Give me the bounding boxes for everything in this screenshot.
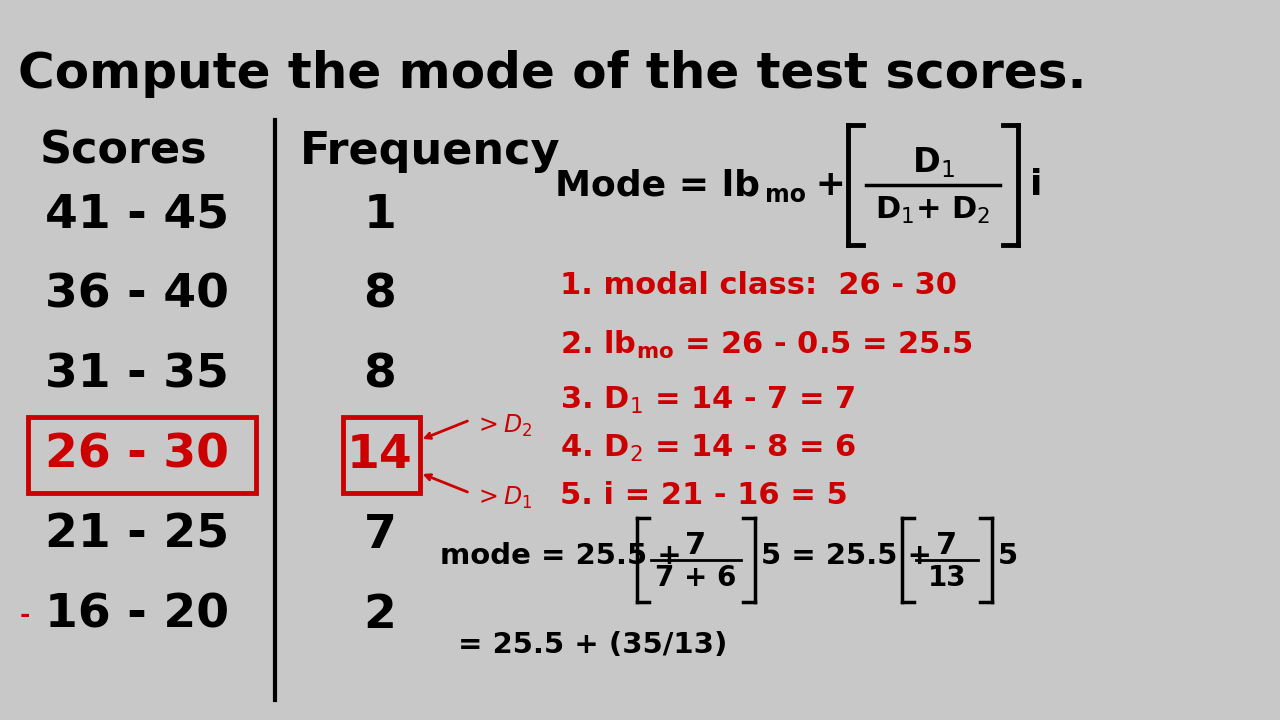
Text: 21 - 25: 21 - 25 [45, 513, 229, 557]
Text: Frequency: Frequency [300, 130, 561, 173]
Text: mode = 25.5 +: mode = 25.5 + [440, 542, 682, 570]
Text: 2. lb$_{\mathregular{mo}}$ = 26 - 0.5 = 25.5: 2. lb$_{\mathregular{mo}}$ = 26 - 0.5 = … [561, 329, 973, 361]
Text: 16 - 20: 16 - 20 [45, 593, 229, 637]
Text: 3. D$_1$ = 14 - 7 = 7: 3. D$_1$ = 14 - 7 = 7 [561, 384, 855, 415]
Text: -: - [20, 603, 31, 627]
Text: $> D_2$: $> D_2$ [474, 413, 532, 439]
Text: 26 - 30: 26 - 30 [45, 433, 229, 477]
Text: 8: 8 [364, 272, 397, 318]
Text: 36 - 40: 36 - 40 [45, 272, 229, 318]
Text: Scores: Scores [40, 130, 207, 173]
Text: 7 + 6: 7 + 6 [655, 564, 737, 592]
Text: 13: 13 [928, 564, 966, 592]
Text: 31 - 35: 31 - 35 [45, 353, 229, 397]
Text: 7: 7 [364, 513, 397, 557]
Text: 7: 7 [937, 531, 957, 560]
Bar [343, 417, 420, 493]
Text: 1: 1 [364, 192, 397, 238]
Text: 4. D$_2$ = 14 - 8 = 6: 4. D$_2$ = 14 - 8 = 6 [561, 433, 856, 464]
Text: = 25.5 + (35/13): = 25.5 + (35/13) [458, 631, 727, 659]
Text: 41 - 45: 41 - 45 [45, 192, 229, 238]
Text: 2: 2 [364, 593, 397, 637]
Text: 8: 8 [364, 353, 397, 397]
Text: Mode = lb: Mode = lb [556, 168, 760, 202]
Text: i: i [1030, 168, 1042, 202]
Text: 1. modal class:  26 - 30: 1. modal class: 26 - 30 [561, 271, 957, 300]
Text: 5 = 25.5 +: 5 = 25.5 + [762, 542, 932, 570]
Bar [28, 417, 256, 493]
Text: $> D_1$: $> D_1$ [474, 485, 532, 511]
Text: 5. i = 21 - 16 = 5: 5. i = 21 - 16 = 5 [561, 482, 847, 510]
Text: Compute the mode of the test scores.: Compute the mode of the test scores. [18, 50, 1087, 98]
Text: D$_1$: D$_1$ [911, 145, 955, 180]
Text: 7: 7 [685, 531, 707, 560]
Text: 14: 14 [347, 433, 413, 477]
Text: +: + [803, 168, 846, 202]
Text: 5: 5 [998, 542, 1018, 570]
Text: D$_1$+ D$_2$: D$_1$+ D$_2$ [876, 194, 991, 225]
Text: mo: mo [765, 183, 806, 207]
